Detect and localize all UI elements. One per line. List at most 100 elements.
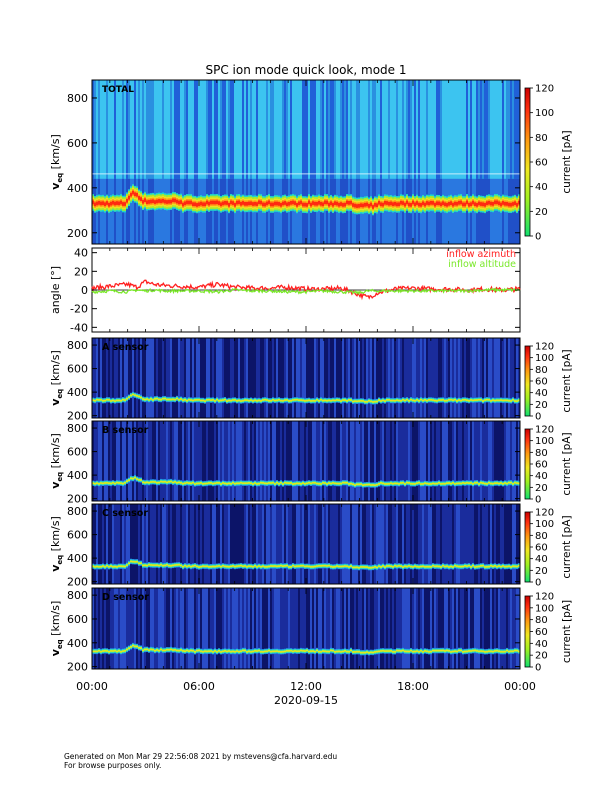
y-axis-label: veq [km/s] [49,601,64,657]
colorbar-label: current [pA] [561,130,573,193]
colorbar-tick-label: 100 [535,436,554,447]
colorbar-tick-label: 60 [535,627,548,638]
colorbar-tick-label: 60 [535,543,548,554]
x-tick-label: 12:00 [290,680,322,693]
colorbar-tick-label: 80 [535,365,548,376]
footer-generated: Generated on Mon Mar 29 22:56:08 2021 by… [64,752,338,761]
colorbar-tick-label: 120 [535,508,554,519]
colorbar-label: current [pA] [561,600,573,663]
x-tick-label: 18:00 [397,680,429,693]
colorbar-tick-label: 40 [535,639,548,650]
heatmap-cells [92,504,521,584]
colorbar-label: current [pA] [561,432,573,495]
colorbar-tick-label: 100 [535,353,554,364]
colorbar-tick-label: 60 [535,377,548,388]
y-tick-label: 800 [67,505,88,518]
colorbar-tick-label: 100 [535,519,554,530]
series-line-inflow-azimuth [91,279,521,301]
x-tick-label: 00:00 [76,680,108,693]
colorbar-tick-label: 20 [535,483,548,494]
y-tick-label: 40 [74,247,88,260]
colorbar-tick-label: 120 [535,592,554,603]
colorbar-tick-label: 20 [535,207,548,218]
colorbar-tick-label: 120 [535,425,554,436]
y-tick-label: 200 [67,410,88,423]
y-tick-label: 400 [67,469,88,482]
x-axis-date-label: 2020-09-15 [274,694,338,707]
heatmap-cells [92,80,521,244]
heatmap-cells [92,338,521,418]
colorbar-tick-label: 120 [535,84,554,95]
y-axis-label: veq [km/s] [49,134,64,190]
y-tick-label: 200 [67,493,88,506]
colorbar-tick-label: 40 [535,388,548,399]
y-axis-label: veq [km/s] [49,516,64,572]
y-tick-label: 0 [81,284,88,297]
heatmap-cells [92,588,521,669]
y-tick-label: 600 [67,363,88,376]
y-tick-label: 200 [67,661,88,674]
colorbar-tick-label: 60 [535,460,548,471]
colorbar-tick-label: 0 [535,232,541,243]
colorbar-tick-label: 80 [535,615,548,626]
colorbar-tick-label: 0 [535,663,541,674]
colorbar-tick-label: 80 [535,133,548,144]
colorbar-tick-label: 100 [535,108,554,119]
colorbar-tick-label: 40 [535,471,548,482]
colorbar-label: current [pA] [561,349,573,412]
y-tick-label: 800 [67,92,88,105]
x-tick-label: 00:00 [504,680,536,693]
y-axis-label: veq [km/s] [49,350,64,406]
y-tick-label: 800 [67,339,88,352]
y-tick-label: 400 [67,386,88,399]
colorbar-tick-label: 100 [535,603,554,614]
legend-entry: inflow azimuth [446,249,516,260]
x-tick-label: 06:00 [183,680,215,693]
footer: Generated on Mon Mar 29 22:56:08 2021 by… [64,752,337,770]
y-tick-label: -20 [70,303,88,316]
y-axis-label: angle [°] [49,266,62,314]
y-tick-label: 400 [67,182,88,195]
y-tick-label: 400 [67,637,88,650]
y-axis-label: veq [km/s] [49,433,64,489]
panel-total: TOTAL 200 400 600 800 veq [km/s] 0 20 40 60 80 100 1… [49,79,573,245]
colorbar-tick-label: 80 [535,531,548,542]
y-tick-label: 200 [67,227,88,240]
y-tick-label: 600 [67,529,88,542]
y-tick-label: 600 [67,137,88,150]
figure-title: SPC ion mode quick look, mode 1 [206,63,407,77]
heatmap-cells [92,421,521,501]
colorbar-tick-label: 0 [535,578,541,589]
footer-browse-note: For browse purposes only. [64,761,162,770]
series-line-inflow-altitude [91,287,521,296]
y-tick-label: 600 [67,446,88,459]
y-tick-label: 800 [67,422,88,435]
panel-label: A sensor [102,342,149,353]
y-tick-label: 600 [67,613,88,626]
y-tick-label: 400 [67,552,88,565]
legend-entry: inflow altitude [448,259,516,270]
panel-label: B sensor [102,425,149,436]
colorbar-label: current [pA] [561,515,573,578]
y-tick-label: 800 [67,589,88,602]
colorbar-tick-label: 40 [535,554,548,565]
y-tick-label: -40 [70,321,88,334]
colorbar-tick-label: 20 [535,651,548,662]
colorbar-tick-label: 0 [535,412,541,423]
colorbar-tick-label: 0 [535,495,541,506]
panel-label: C sensor [102,508,148,519]
panel-label: TOTAL [102,85,134,95]
colorbar-tick-label: 40 [535,182,548,193]
colorbar-tick-label: 120 [535,342,554,353]
panel-label: D sensor [102,592,149,603]
